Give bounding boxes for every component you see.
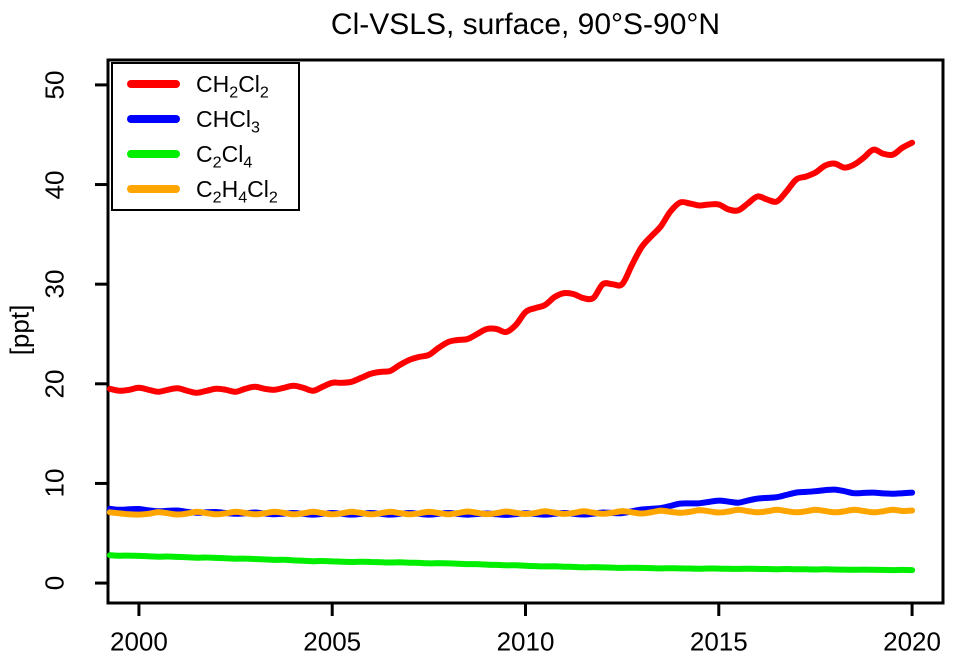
legend-label-c2h4cl2: C2H4Cl2 (196, 175, 278, 207)
series-line-ch2cl2 (106, 139, 916, 396)
x-tick-label: 2000 (110, 626, 168, 657)
legend-item-c2h4cl2: C2H4Cl2 (113, 174, 298, 207)
legend: CH2Cl2 CHCl3 C2Cl4 C2H4Cl2 (111, 62, 300, 211)
legend-swatch-chcl3 (127, 115, 180, 123)
legend-label-chcl3: CHCl3 (196, 105, 260, 137)
legend-label-ch2cl2: CH2Cl2 (196, 70, 269, 102)
chart-title: Cl-VSLS, surface, 90°S-90°N (330, 8, 721, 41)
y-tick-label: 40 (39, 170, 70, 199)
y-tick-label: 50 (39, 70, 70, 100)
y-tick-label: 30 (39, 269, 70, 299)
x-tick-label: 2020 (883, 626, 941, 657)
y-tick-label: 0 (39, 575, 70, 591)
legend-item-c2cl4: C2Cl4 (113, 139, 298, 172)
x-tick-label: 2005 (303, 626, 362, 657)
series-line-c2h4cl2 (106, 506, 916, 518)
legend-swatch-c2cl4 (127, 150, 180, 158)
x-tick-label: 2010 (496, 626, 555, 657)
series-line-c2cl4 (106, 552, 916, 574)
y-tick-label: 10 (39, 468, 70, 498)
y-tick-label: 20 (39, 369, 70, 399)
legend-label-c2cl4: C2Cl4 (196, 140, 253, 172)
legend-item-chcl3: CHCl3 (113, 104, 298, 137)
legend-item-ch2cl2: CH2Cl2 (113, 69, 298, 102)
x-tick-label: 2015 (689, 626, 748, 657)
legend-swatch-c2h4cl2 (127, 185, 180, 193)
legend-swatch-ch2cl2 (127, 80, 180, 88)
